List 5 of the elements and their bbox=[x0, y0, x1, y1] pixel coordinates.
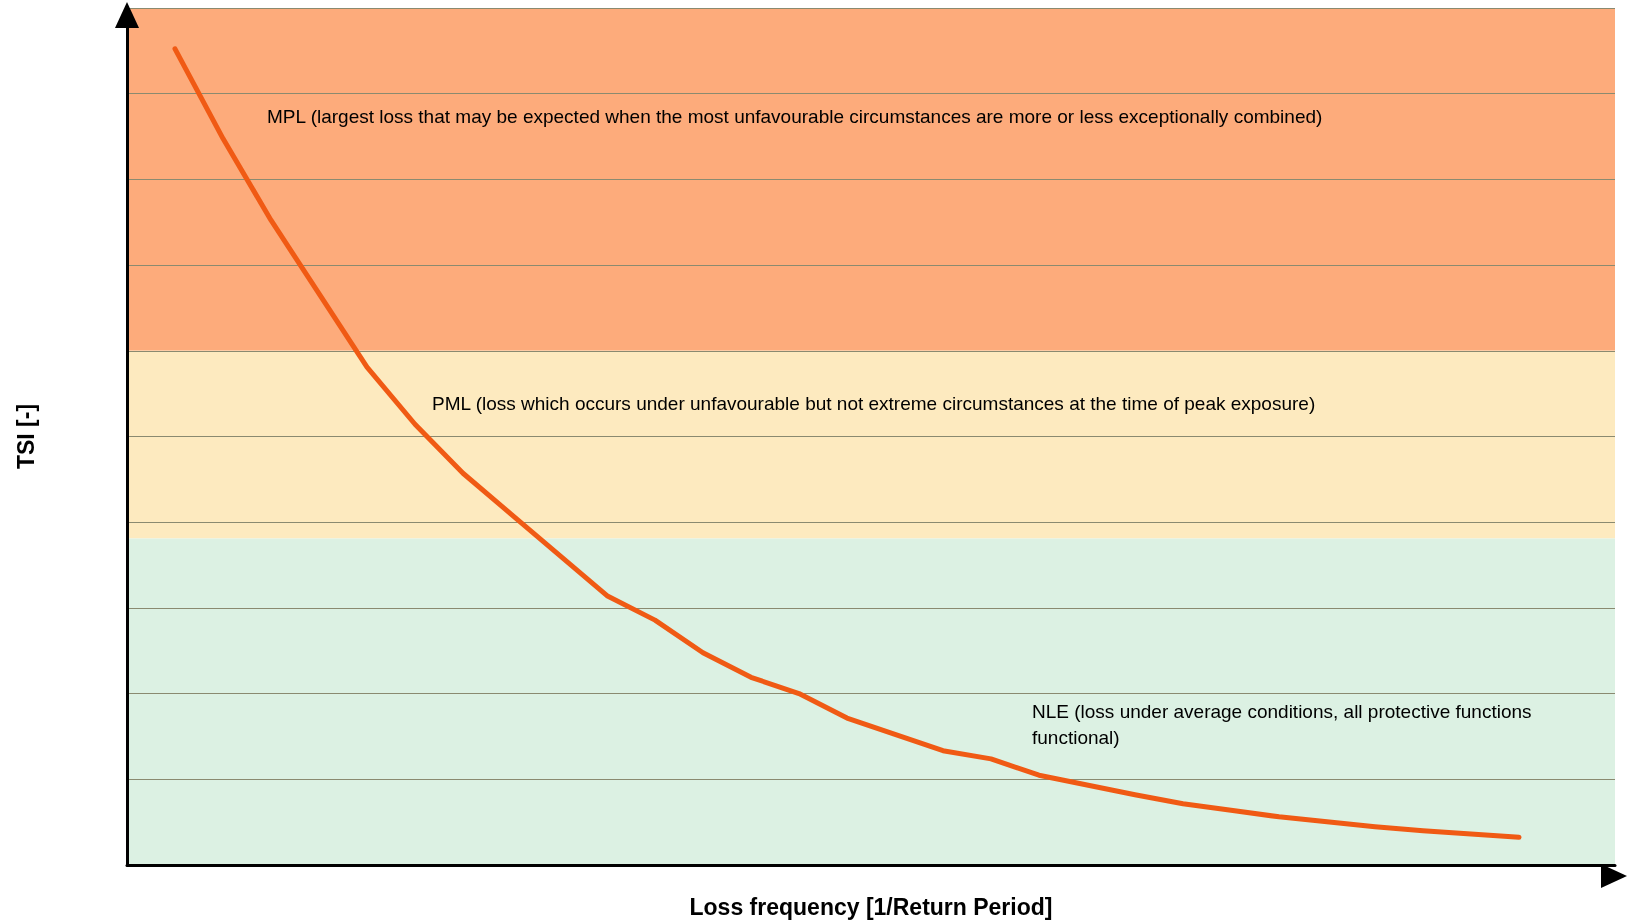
band-label: MPL (largest loss that may be expected when the most unfavourable circumstances are more or less exceptionally combined) bbox=[267, 105, 1323, 127]
band-label: PML (loss which occurs under unfavourable but not extreme circumstances at the time of peak exposure) bbox=[432, 393, 1316, 415]
band-label: NLE (loss under average conditions, all protective functions functional) bbox=[1032, 701, 1537, 749]
x-axis-title: Loss frequency [1/Return Period] bbox=[689, 893, 1053, 920]
y-axis-title: TSI [-] bbox=[12, 403, 39, 470]
